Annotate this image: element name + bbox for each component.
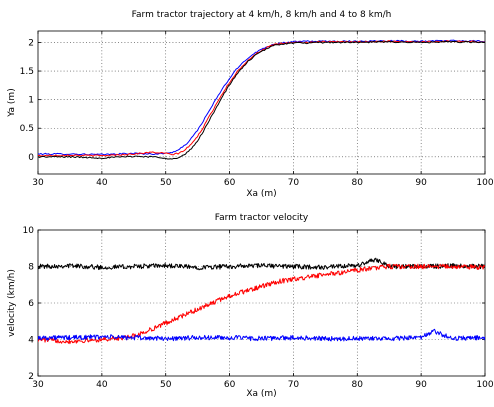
y-tick-label: 8 (28, 263, 34, 273)
chart-2: 30 40 50 60 70 80 90 100 2 4 6 8 10 Farm tractor velo… (7, 213, 494, 399)
chart-title: Farm tractor velocity (215, 213, 309, 223)
x-tick-label: 40 (96, 178, 108, 188)
x-axis-label: Xa (m) (246, 389, 276, 399)
plot-area (38, 257, 485, 345)
x-tick-label: 30 (32, 380, 44, 390)
x-tick-label: 80 (352, 178, 364, 188)
y-tick-label: 10 (23, 226, 35, 236)
axes-frame (37, 229, 486, 377)
y-tick-label: 2 (28, 372, 34, 382)
x-tick-label: 70 (288, 178, 300, 188)
y-tick-label: 0 (28, 153, 34, 163)
x-tick-label: 90 (415, 178, 427, 188)
y-axis-label: velocity (km/h) (7, 269, 17, 337)
series-line-2 (38, 263, 485, 345)
y-tick-label: 1.5 (20, 67, 34, 77)
y-tick-label: 6 (28, 299, 34, 309)
series-line-3 (38, 328, 485, 342)
x-tick-label: 60 (224, 178, 236, 188)
y-tick-label: 4 (28, 336, 34, 346)
axes-frame (37, 30, 486, 175)
y-tick-label: 2 (28, 38, 34, 48)
series-line-1 (38, 257, 485, 271)
chart-1: 30 40 50 60 70 80 90 100 0 0.5 1 1.5 2 Farm tractor t… (7, 10, 494, 199)
x-tick-label: 70 (288, 380, 300, 390)
x-tick-label: 50 (160, 178, 172, 188)
y-tick-label: 1 (28, 96, 34, 106)
y-tick-label: 0.5 (20, 124, 34, 134)
x-tick-label: 80 (352, 380, 364, 390)
x-tick-label: 90 (415, 380, 427, 390)
x-tick-label: 100 (476, 380, 493, 390)
x-tick-label: 50 (160, 380, 172, 390)
x-tick-label: 100 (476, 178, 493, 188)
series-line-3 (38, 40, 485, 160)
x-tick-label: 40 (96, 380, 108, 390)
chart-title: Farm tractor trajectory at 4 km/h, 8 km/… (132, 10, 392, 20)
x-tick-label: 60 (224, 380, 236, 390)
x-tick-label: 30 (32, 178, 44, 188)
y-axis-label: Ya (m) (7, 88, 17, 117)
x-axis-label: Xa (m) (246, 189, 276, 199)
plot-area (38, 39, 485, 160)
